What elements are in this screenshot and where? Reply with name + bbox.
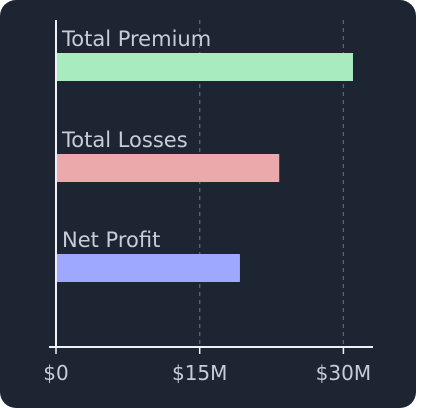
category-label-total-premium: Total Premium (61, 27, 211, 51)
bar-total-premium (56, 53, 353, 81)
category-label-total-losses: Total Losses (61, 128, 188, 152)
category-labels: Total Premium Total Losses Net Profit (61, 27, 211, 252)
gridlines (199, 20, 345, 347)
x-axis-ticks: $0 $15M $30M (43, 347, 371, 385)
bars (56, 53, 353, 282)
category-label-net-profit: Net Profit (62, 228, 160, 252)
bar-chart: Total Premium Total Losses Net Profit $0 $1… (43, 20, 373, 385)
tick-label-0: $0 (43, 361, 68, 385)
bar-total-losses (56, 154, 280, 182)
bar-net-profit (56, 254, 240, 282)
tick-label-2: $30M (316, 361, 371, 385)
tick-label-1: $15M (172, 361, 227, 385)
chart-card: Total Premium Total Losses Net Profit $0 $1… (0, 0, 416, 408)
